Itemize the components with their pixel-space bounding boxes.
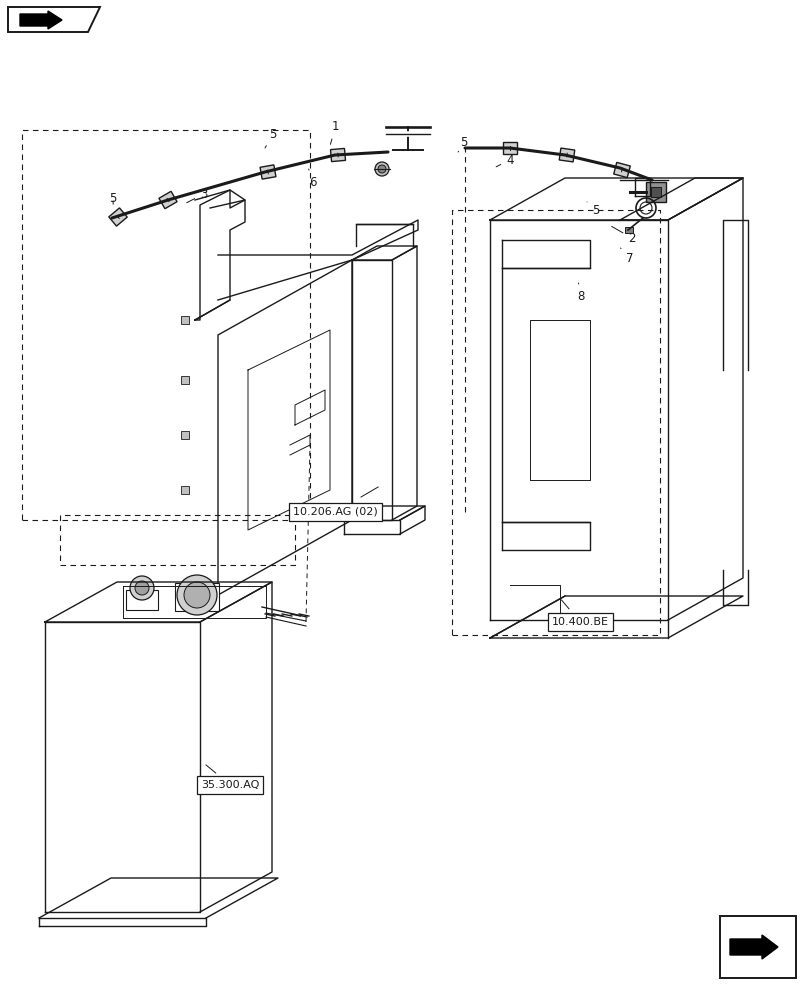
- Text: 8: 8: [577, 283, 585, 302]
- Polygon shape: [260, 165, 276, 179]
- Bar: [646, 182, 666, 202]
- Polygon shape: [20, 11, 62, 29]
- Circle shape: [375, 162, 389, 176]
- Text: 4: 4: [496, 153, 514, 167]
- Bar: [720, 916, 796, 978]
- Text: 10.206.AG (02): 10.206.AG (02): [293, 507, 377, 517]
- Bar: [126, 590, 158, 610]
- Circle shape: [177, 575, 217, 615]
- Text: 5: 5: [109, 192, 117, 205]
- Bar: [651, 187, 661, 197]
- Bar: [181, 486, 189, 494]
- Circle shape: [378, 165, 386, 173]
- Text: 5: 5: [458, 135, 468, 152]
- Bar: [181, 316, 189, 324]
- Text: 3: 3: [187, 188, 208, 203]
- Polygon shape: [730, 935, 778, 959]
- Polygon shape: [503, 142, 517, 154]
- Bar: [175, 583, 219, 611]
- Text: 2: 2: [612, 226, 636, 244]
- Polygon shape: [559, 148, 574, 162]
- Text: 1: 1: [330, 120, 339, 144]
- Text: 7: 7: [621, 248, 633, 264]
- Bar: [181, 376, 189, 384]
- Text: 10.400.BE: 10.400.BE: [552, 617, 608, 627]
- Polygon shape: [330, 148, 346, 162]
- Polygon shape: [614, 162, 630, 178]
- Polygon shape: [159, 191, 177, 209]
- Text: 6: 6: [309, 169, 317, 188]
- Polygon shape: [109, 208, 127, 226]
- Bar: [625, 227, 633, 233]
- Text: 35.300.AQ: 35.300.AQ: [201, 780, 259, 790]
- Circle shape: [184, 582, 210, 608]
- Circle shape: [135, 581, 149, 595]
- Bar: [181, 431, 189, 439]
- Circle shape: [130, 576, 154, 600]
- Text: 5: 5: [265, 127, 277, 148]
- Text: 5: 5: [587, 202, 600, 217]
